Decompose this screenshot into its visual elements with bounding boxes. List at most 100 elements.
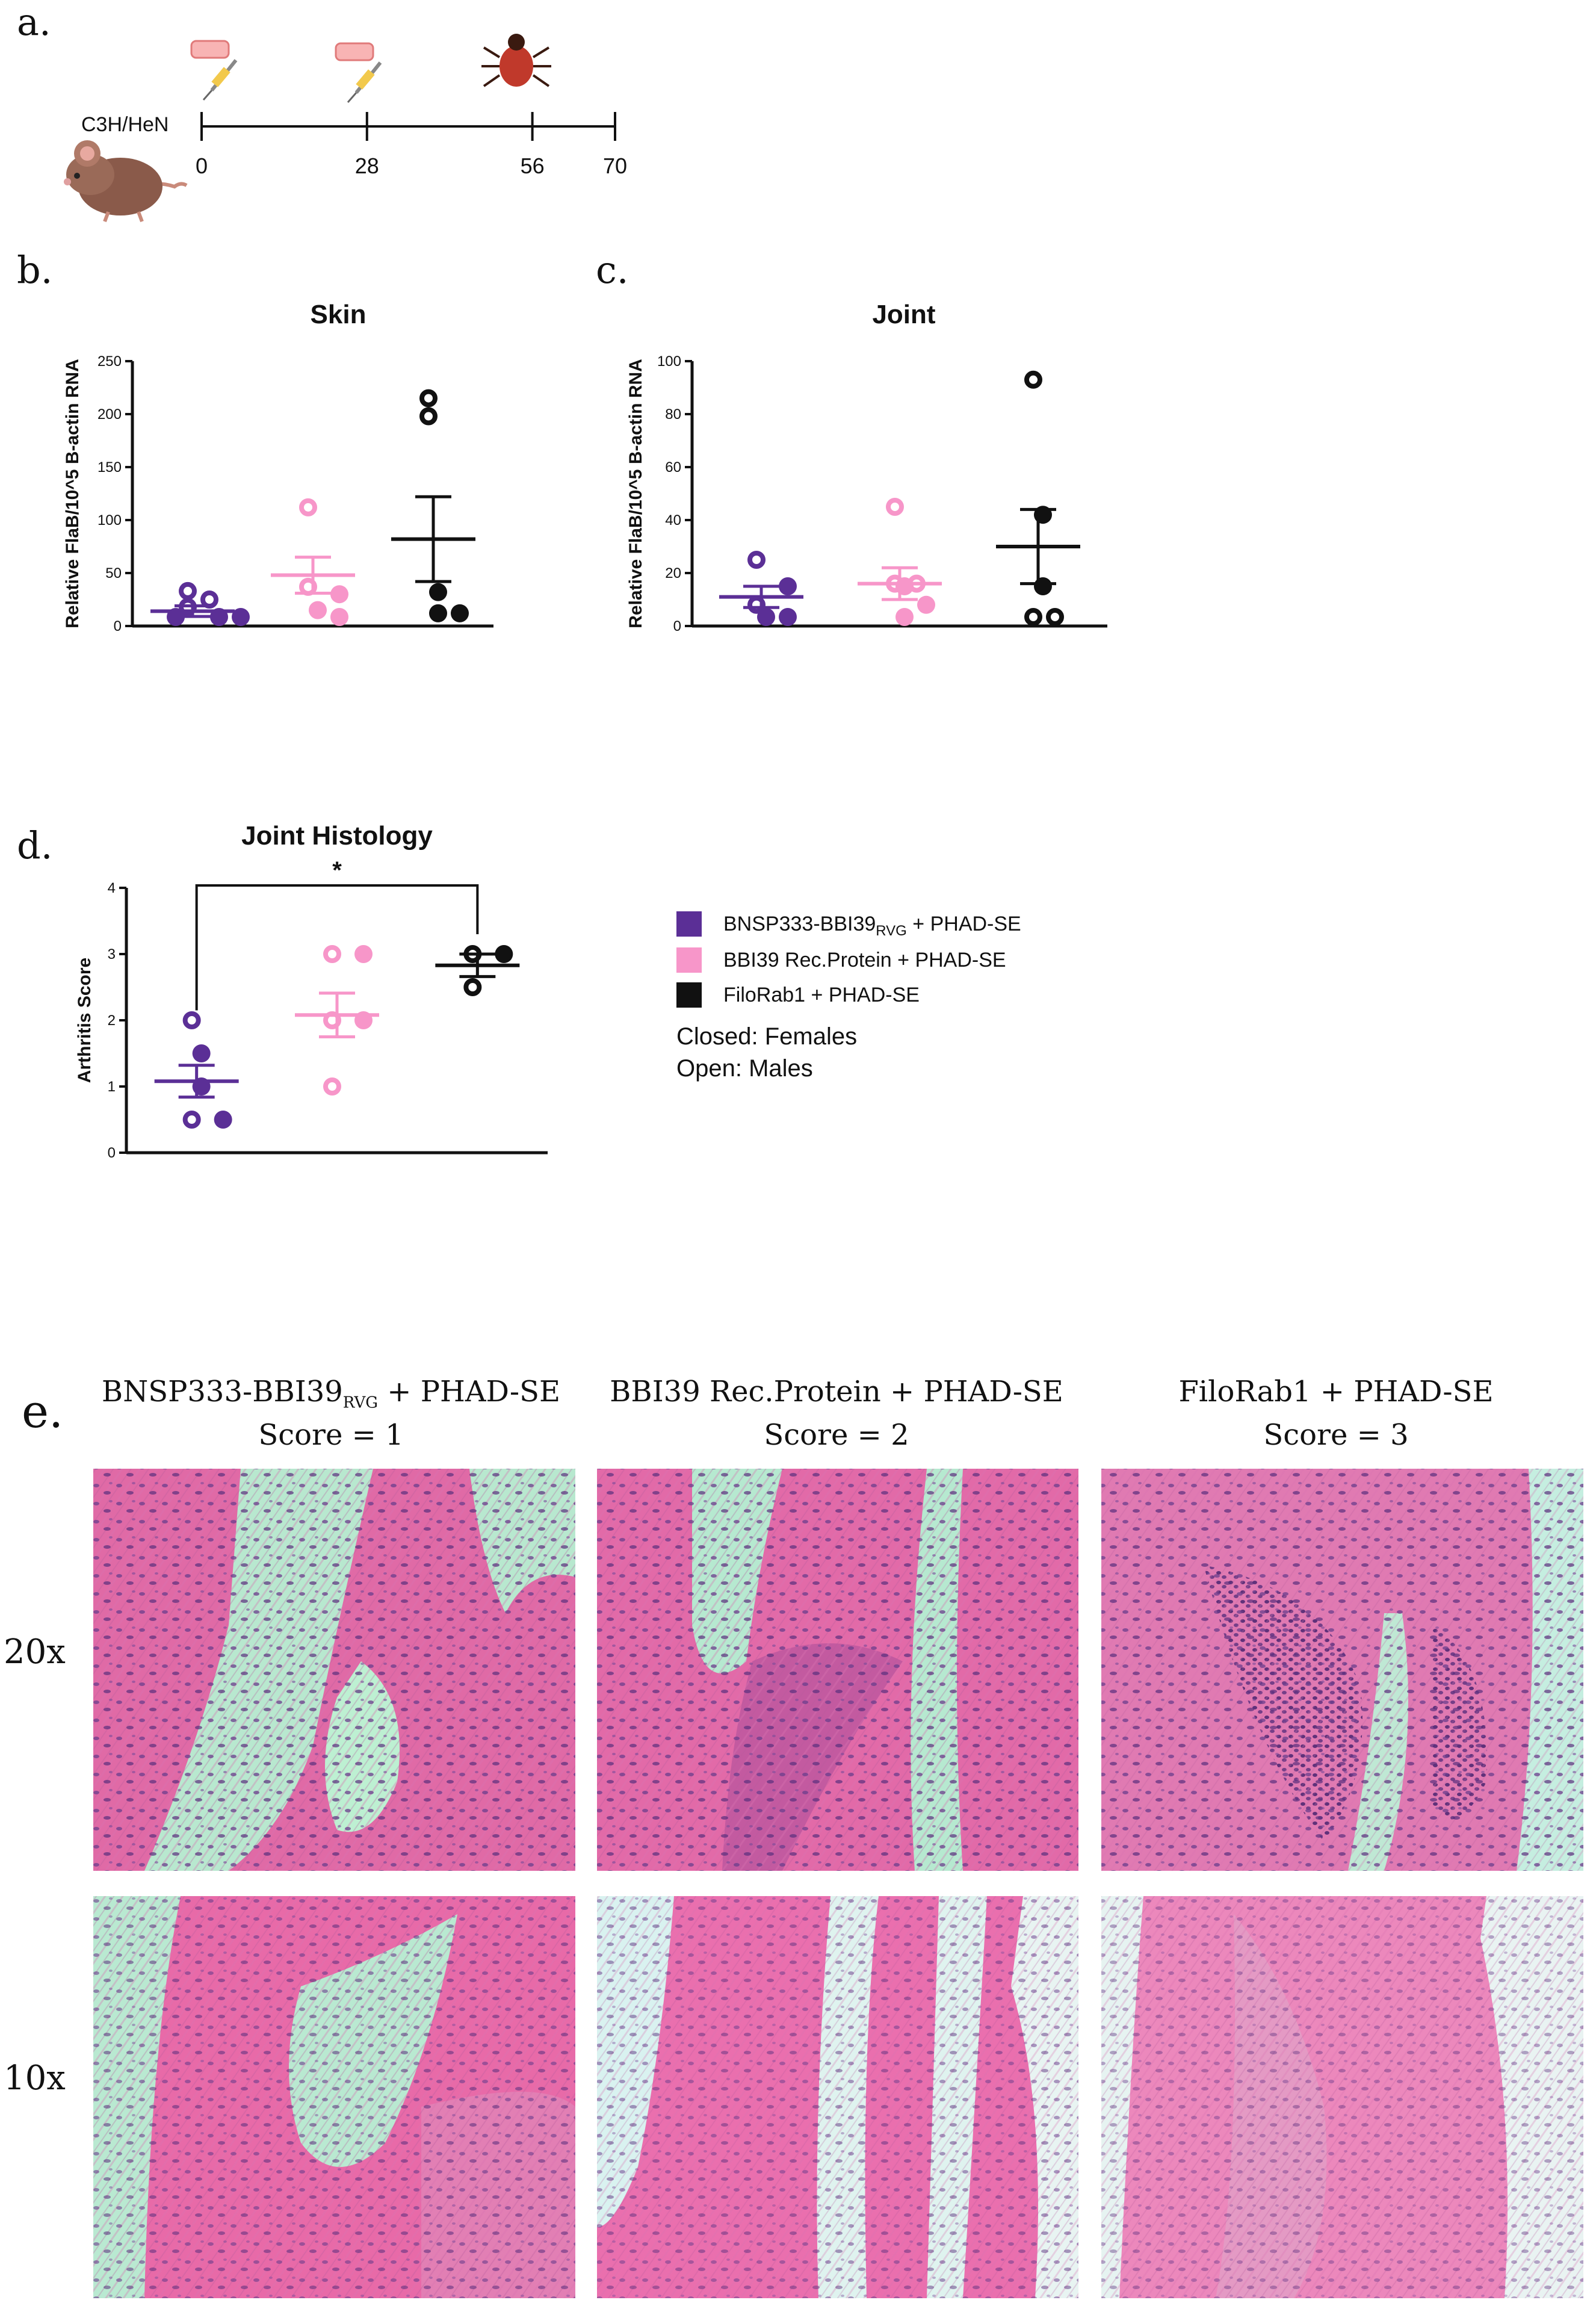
y-tick-label: 60	[665, 459, 681, 476]
data-point	[1024, 608, 1042, 626]
legend-note-males: Open: Males	[676, 1055, 813, 1082]
y-tick-label: 20	[665, 565, 681, 581]
data-point	[299, 498, 317, 516]
y-tick-label: 80	[665, 406, 681, 423]
histology-col1-title: BNSP333-BBI39RVG + PHAD-SE	[101, 1375, 561, 1412]
skin-chart-title: Skin	[310, 300, 367, 329]
panel-label-c: c.	[596, 248, 629, 292]
panel-label-d: d.	[17, 823, 53, 867]
legend-label-3: FiloRab1 + PHAD-SE	[723, 984, 920, 1006]
protein-icon-2	[335, 42, 374, 61]
data-point	[757, 608, 775, 626]
y-tick-label: 3	[108, 946, 116, 962]
data-point	[179, 598, 197, 616]
histology-image-10x-score3	[1101, 1896, 1583, 2298]
protein-icon-1	[190, 40, 230, 59]
legend-note-females: Closed: Females	[676, 1023, 858, 1050]
data-point	[192, 1077, 211, 1096]
data-point	[463, 945, 482, 963]
timeline-strain-label: C3H/HeN	[81, 113, 169, 136]
timeline-tick-label: 0	[196, 153, 208, 178]
histology-col3-title: FiloRab1 + PHAD-SE	[1178, 1375, 1494, 1409]
data-point	[495, 945, 513, 963]
data-point	[167, 608, 185, 626]
y-axis-label: Relative FlaB/10^5 B-actin RNA	[63, 359, 82, 628]
significance-bracket	[195, 884, 479, 1011]
data-point	[429, 583, 447, 601]
histology-chart-title: Joint Histology	[241, 821, 433, 851]
magnification-20x: 20x	[4, 1632, 66, 1672]
timeline-tick-label: 28	[355, 153, 379, 178]
histology-image-20x-score3	[1101, 1469, 1583, 1871]
tick-icon	[481, 34, 551, 87]
y-tick-label: 0	[108, 1145, 116, 1161]
data-point	[323, 1077, 341, 1096]
data-point	[1034, 506, 1052, 524]
histology-image-10x-score1	[93, 1896, 575, 2298]
histology-image-10x-score2	[597, 1896, 1078, 2298]
data-point	[429, 604, 447, 622]
legend-swatch-3	[676, 982, 702, 1008]
y-axis-label: Arthritis Score	[75, 958, 94, 1083]
timeline-figure: C3H/HeN 0 28 56 70	[64, 34, 627, 223]
y-tick-label: 200	[97, 406, 122, 423]
data-point	[917, 595, 935, 614]
data-point	[330, 585, 348, 604]
data-point	[323, 1011, 341, 1029]
data-point	[1046, 608, 1064, 626]
legend: BNSP333-BBI39RVG + PHAD-SE BBI39 Rec.Pro…	[676, 908, 1021, 1082]
panel-label-a: a.	[17, 0, 51, 44]
timeline-tick-label: 70	[603, 153, 627, 178]
data-point	[232, 608, 250, 626]
histology-image-20x-score1	[93, 1469, 575, 1871]
y-tick-label: 40	[665, 512, 681, 528]
data-point	[214, 1111, 232, 1129]
joint-chart-title: Joint	[872, 300, 936, 329]
y-tick-label: 1	[108, 1079, 116, 1095]
data-point	[747, 551, 766, 569]
timeline-ticks: 0 28 56 70	[196, 112, 627, 178]
data-point	[895, 577, 914, 595]
histology-image-20x-score2	[597, 1469, 1078, 1871]
y-tick-label: 150	[97, 459, 122, 476]
data-point	[182, 1011, 201, 1029]
data-point	[299, 577, 317, 596]
legend-item-3: FiloRab1 + PHAD-SE	[676, 979, 920, 1015]
y-tick-label: 250	[97, 353, 122, 370]
legend-item-2: BBI39 Rec.Protein + PHAD-SE	[676, 944, 1006, 979]
data-point	[354, 945, 373, 963]
data-point	[779, 608, 797, 626]
data-point	[747, 595, 766, 614]
histology-col2-score: Score = 2	[764, 1418, 909, 1452]
y-tick-label: 0	[673, 618, 681, 634]
data-point	[309, 601, 327, 619]
data-point	[1034, 577, 1052, 595]
y-tick-label: 100	[657, 353, 681, 370]
data-point	[182, 1111, 201, 1129]
panel-label-e: e.	[22, 1384, 64, 1438]
histology-score-chart: 0 1 2 3 4 Arthritis Score *	[75, 861, 548, 1161]
data-point	[779, 577, 797, 595]
timeline-tick-label: 56	[521, 153, 545, 178]
significance-star: *	[332, 861, 342, 884]
histology-col2-title: BBI39 Rec.Protein + PHAD-SE	[610, 1375, 1063, 1409]
skin-chart: 0 50 100 150 200 250 Relative FlaB/10^5 B-acti…	[63, 353, 493, 634]
data-point	[463, 978, 482, 996]
legend-swatch-2	[676, 947, 702, 973]
data-point	[354, 1011, 373, 1029]
y-tick-label: 2	[108, 1012, 116, 1029]
data-point	[886, 498, 904, 516]
data-point	[179, 581, 197, 600]
syringe-icon-2	[347, 61, 382, 103]
legend-swatch-1	[676, 911, 702, 937]
data-point	[192, 1044, 211, 1062]
data-point	[451, 604, 469, 622]
y-tick-label: 0	[114, 618, 122, 634]
syringe-icon-1	[202, 59, 238, 101]
y-tick-label: 100	[97, 512, 122, 528]
data-point	[1024, 370, 1042, 389]
magnification-10x: 10x	[4, 2059, 66, 2098]
joint-chart: 0 20 40 60 80 100 Relative FlaB/10^5 B-actin R…	[626, 353, 1107, 634]
legend-label-2: BBI39 Rec.Protein + PHAD-SE	[723, 949, 1006, 972]
legend-label-1: BNSP333-BBI39RVG + PHAD-SE	[723, 913, 1021, 939]
